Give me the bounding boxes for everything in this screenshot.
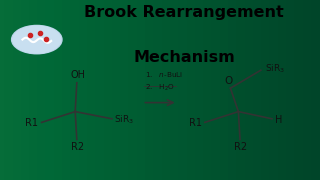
Text: R1: R1 (25, 118, 38, 128)
Text: R1: R1 (188, 118, 202, 128)
Text: O: O (225, 76, 233, 86)
Circle shape (12, 25, 62, 54)
Text: OH: OH (70, 70, 85, 80)
Text: R2: R2 (234, 142, 248, 152)
Text: 1.   $n$-BuLi: 1. $n$-BuLi (145, 70, 183, 79)
Text: H: H (275, 115, 283, 125)
Text: Brook Rearrangement: Brook Rearrangement (84, 5, 284, 20)
Text: Mechanism: Mechanism (133, 50, 235, 65)
Text: SiR$_3$: SiR$_3$ (265, 62, 285, 75)
Circle shape (13, 26, 61, 53)
Text: R2: R2 (71, 142, 84, 152)
Text: 2.   H$_2$O: 2. H$_2$O (145, 82, 175, 93)
Text: SiR$_3$: SiR$_3$ (114, 113, 134, 126)
